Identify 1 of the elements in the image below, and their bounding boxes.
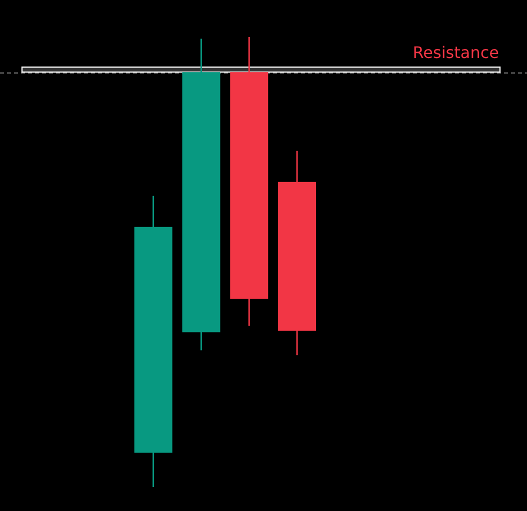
band-label: Resistance <box>412 43 499 62</box>
